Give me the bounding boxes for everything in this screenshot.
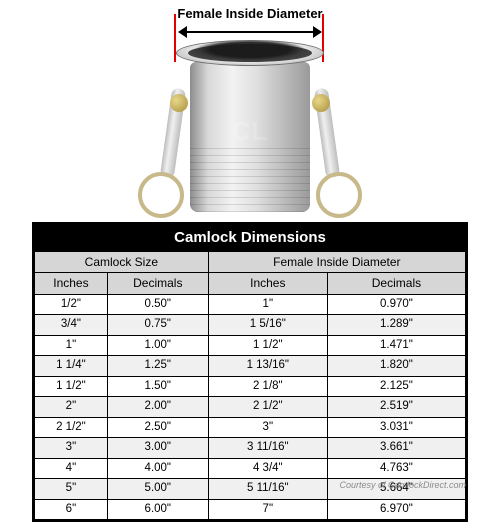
table-cell: 1.50" — [107, 376, 208, 397]
table-cell: 5.00" — [107, 479, 208, 500]
col-decimals-2: Decimals — [327, 273, 465, 294]
table-cell: 1" — [208, 294, 327, 315]
table-cell: 1.25" — [107, 356, 208, 377]
table-cell: 2.00" — [107, 397, 208, 418]
table-cell: 3.661" — [327, 438, 465, 459]
table-cell: 2.50" — [107, 417, 208, 438]
table-cell: 2 1/8" — [208, 376, 327, 397]
table-cell: 0.970" — [327, 294, 465, 315]
credit-text: Courtesy of CamlockDirect.com — [339, 480, 466, 490]
camlock-illustration: CL — [172, 40, 328, 212]
table-cell: 3.031" — [327, 417, 465, 438]
table-cell: 4.00" — [107, 458, 208, 479]
table-cell: 5 11/16" — [208, 479, 327, 500]
dimension-arrow — [178, 26, 322, 38]
table-cell: 1.820" — [327, 356, 465, 377]
table-row: 3"3.00"3 11/16"3.661" — [35, 438, 466, 459]
table-cell: 6.970" — [327, 499, 465, 520]
table-cell: 3/4" — [35, 315, 108, 336]
table-cell: 1 13/16" — [208, 356, 327, 377]
table-row: 1 1/4"1.25"1 13/16"1.820" — [35, 356, 466, 377]
table-row: 2 1/2"2.50"3"3.031" — [35, 417, 466, 438]
table-cell: 3.00" — [107, 438, 208, 459]
table-cell: 1/2" — [35, 294, 108, 315]
table-cell: 3 11/16" — [208, 438, 327, 459]
col-inches-2: Inches — [208, 273, 327, 294]
table-cell: 6.00" — [107, 499, 208, 520]
group-header-fid: Female Inside Diameter — [208, 252, 465, 273]
table-cell: 1" — [35, 335, 108, 356]
table-cell: 4 3/4" — [208, 458, 327, 479]
table-row: 6"6.00"7"6.970" — [35, 499, 466, 520]
table-cell: 1 1/4" — [35, 356, 108, 377]
table-cell: 1.00" — [107, 335, 208, 356]
table-row: 4"4.00"4 3/4"4.763" — [35, 458, 466, 479]
table-row: 1/2"0.50"1"0.970" — [35, 294, 466, 315]
col-inches-1: Inches — [35, 273, 108, 294]
table-cell: 5" — [35, 479, 108, 500]
table-row: 3/4"0.75"1 5/16"1.289" — [35, 315, 466, 336]
table-cell: 4" — [35, 458, 108, 479]
table-row: 1"1.00"1 1/2"1.471" — [35, 335, 466, 356]
table-cell: 3" — [35, 438, 108, 459]
table-cell: 2.519" — [327, 397, 465, 418]
table-cell: 6" — [35, 499, 108, 520]
table-cell: 2 1/2" — [35, 417, 108, 438]
table-cell: 0.75" — [107, 315, 208, 336]
table-cell: 0.50" — [107, 294, 208, 315]
dimensions-table: Camlock Dimensions Camlock Size Female I… — [32, 222, 468, 522]
table-cell: 1.289" — [327, 315, 465, 336]
diagram-area: Female Inside Diameter CL — [0, 0, 500, 222]
table-row: 2"2.00"2 1/2"2.519" — [35, 397, 466, 418]
table-cell: 1 5/16" — [208, 315, 327, 336]
table-title: Camlock Dimensions — [35, 225, 466, 252]
table-cell: 1.471" — [327, 335, 465, 356]
col-decimals-1: Decimals — [107, 273, 208, 294]
group-header-size: Camlock Size — [35, 252, 209, 273]
diagram-label: Female Inside Diameter — [0, 6, 500, 21]
table-cell: 4.763" — [327, 458, 465, 479]
table-cell: 7" — [208, 499, 327, 520]
table-cell: 3" — [208, 417, 327, 438]
table-cell: 2 1/2" — [208, 397, 327, 418]
table-row: 1 1/2"1.50"2 1/8"2.125" — [35, 376, 466, 397]
table-cell: 1 1/2" — [35, 376, 108, 397]
table-cell: 1 1/2" — [208, 335, 327, 356]
table-cell: 2" — [35, 397, 108, 418]
table-cell: 2.125" — [327, 376, 465, 397]
